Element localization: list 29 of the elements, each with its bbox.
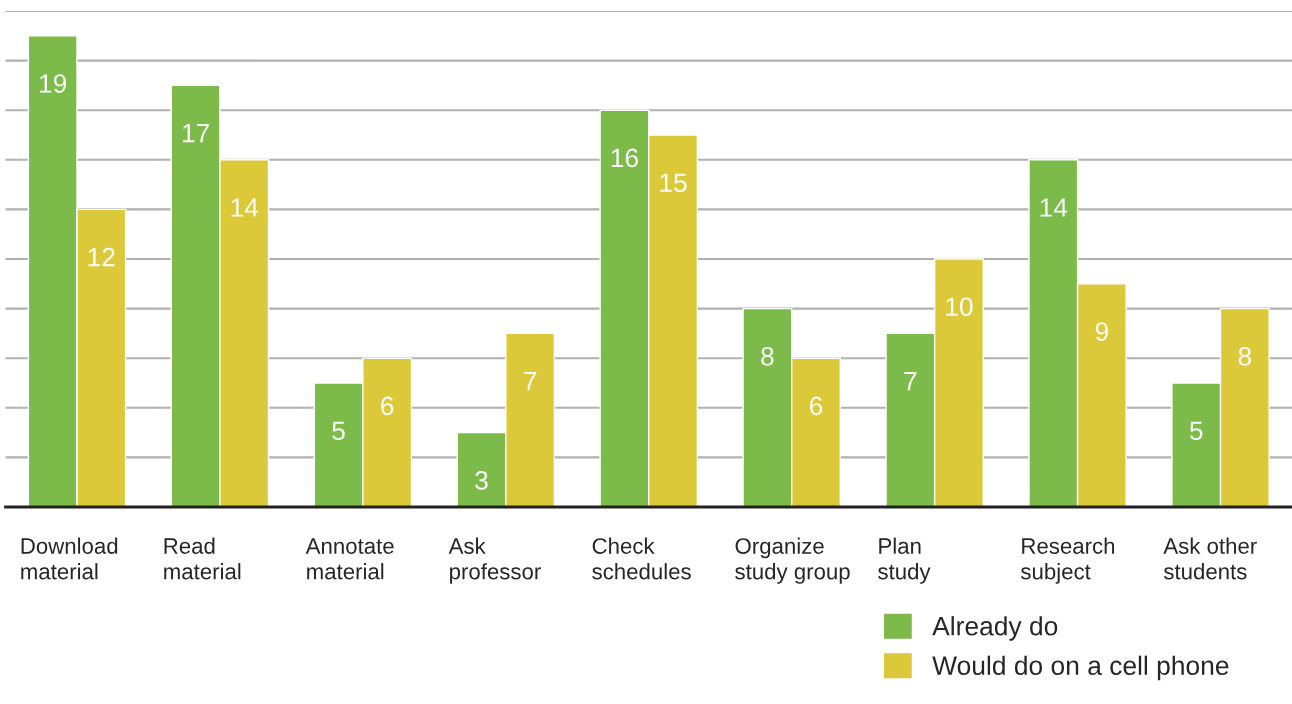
data-label: 14 [231,198,259,217]
data-label: 6 [381,396,394,416]
data-label: 9 [1095,322,1108,341]
data-label: 17 [182,124,209,143]
x-tick-label: Check schedules [592,537,691,580]
x-tick-label: Annotate material [305,538,394,580]
data-label: 5 [332,421,345,441]
x-tick-label: Ask professor [448,537,541,584]
data-label: 7 [524,372,537,391]
x-tick-label: Organize study group [735,537,850,584]
x-tick-label: Download material [21,537,118,580]
data-label: 16 [611,148,638,168]
data-label: 14 [1040,198,1068,217]
x-tick-label: Read material [164,537,241,580]
legend-label: Already do [932,616,1058,641]
legend-label: Would do on a cell phone [932,655,1229,681]
data-label: 12 [88,247,115,267]
x-tick-label: Research subject [1021,537,1115,584]
x-tick-label: Ask other students [1163,537,1257,580]
x-tick-label: Plan study [878,537,931,584]
data-label: 8 [761,347,774,366]
data-label: 15 [660,173,687,193]
data-label: 19 [40,74,67,93]
data-label: 10 [946,297,973,317]
data-label: 5 [1189,421,1203,441]
data-label: 8 [1238,347,1252,366]
data-label: 6 [810,396,823,416]
data-label: 3 [475,471,488,490]
data-label: 7 [904,372,917,391]
